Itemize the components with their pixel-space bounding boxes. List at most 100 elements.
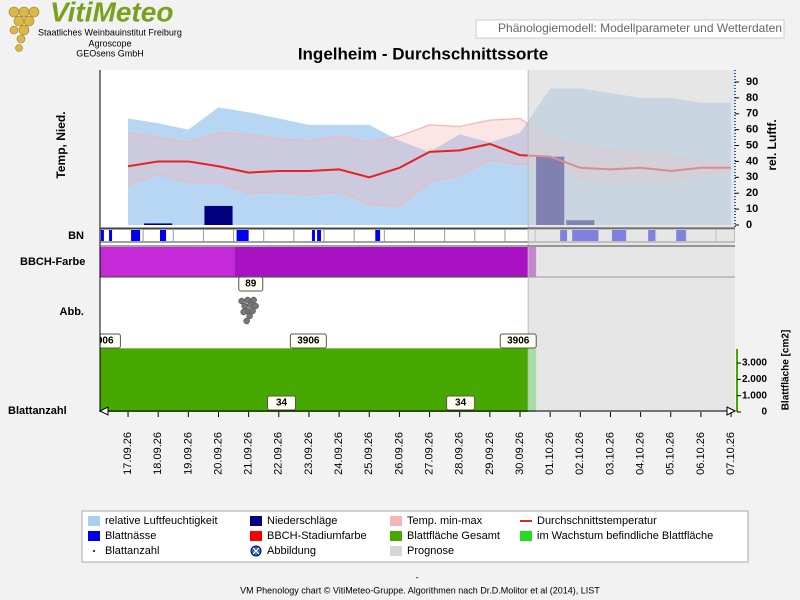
- y2-tick-label: 40: [746, 155, 758, 167]
- leaf-area-label-box: [100, 333, 121, 349]
- y3-axis-label: Blattfläche [cm2]: [781, 330, 792, 411]
- model-box: [475, 19, 785, 39]
- row-label: Blattanzahl: [8, 405, 67, 417]
- legend-swatch: [252, 547, 260, 555]
- org-line: Agroscope: [88, 38, 131, 48]
- temp-range-band: [128, 118, 732, 206]
- legend-label: Abbildung: [267, 545, 316, 557]
- legend-swatch: [93, 550, 95, 552]
- legend-swatch: [88, 516, 100, 526]
- x-tick-label: 17.09.26: [122, 432, 134, 475]
- legend-label: Prognose: [407, 545, 454, 557]
- leaf-area-label: 3906: [91, 336, 114, 347]
- leaf-count-label: 34: [455, 398, 467, 409]
- y-axis-label: Temp, Nied.: [54, 111, 68, 178]
- leaf-wetness-block: [131, 230, 141, 241]
- x-tick-label: 24.09.26: [333, 432, 345, 475]
- x-tick-label: 04.10.26: [635, 432, 647, 475]
- leaf-wetness-block: [100, 230, 104, 241]
- y3-tick-label: 3.000: [742, 358, 767, 369]
- legend-items: relative Luftfeuchtigkeit Niederschläge Te…: [88, 515, 713, 557]
- leaf-area-label: 3906: [507, 336, 530, 347]
- plot: 89 3906 3906 3906 34 34: [91, 70, 735, 412]
- x-tick-label: 01.10.26: [544, 432, 556, 475]
- leaf-wetness-block: [375, 230, 381, 241]
- chart-title: Ingelheim - Durchschnittssorte: [298, 44, 548, 63]
- leaf-wetness-block: [160, 230, 167, 241]
- y2-tick-label: 60: [746, 124, 758, 136]
- legend-label: Durchschnittstemperatur: [537, 515, 657, 527]
- footer-separator: -: [416, 572, 419, 582]
- y3-tick-label: 2.000: [742, 374, 767, 385]
- x-tick-label: 23.09.26: [303, 432, 315, 475]
- legend-label: im Wachstum befindliche Blattfläche: [537, 530, 713, 542]
- legend-label: relative Luftfeuchtigkeit: [105, 515, 218, 527]
- row-label: Abb.: [60, 306, 84, 318]
- legend-swatch: [250, 531, 262, 541]
- bbch-stage-label-box: [238, 276, 264, 292]
- y2-tick-label: 90: [746, 76, 758, 88]
- bbch-stage: [234, 247, 537, 277]
- y2-axis-label: rel. Luftf.: [765, 119, 779, 170]
- legend-label: Blattnässe: [105, 530, 156, 542]
- leaf-wetness-block: [236, 230, 249, 241]
- y3-tick-label: 0: [761, 407, 767, 418]
- grape: [246, 312, 253, 320]
- legend: [81, 510, 749, 563]
- bbch-stage: [100, 247, 235, 277]
- x-tick-label: 28.09.26: [454, 432, 466, 475]
- x-tick-label: 25.09.26: [363, 432, 375, 475]
- x-tick-label: 26.09.26: [393, 432, 405, 475]
- axis-arrow: [98, 406, 109, 416]
- axes: 0 10 20 30 40 50 60 70 80 90 0 1.000 2.000 3.000 Temp,…: [8, 70, 792, 475]
- x-tick-label: 03.10.26: [604, 432, 616, 475]
- y2-tick-label: 10: [746, 203, 758, 215]
- logo-grapes: [8, 6, 40, 52]
- legend-label: Niederschläge: [267, 515, 337, 527]
- legend-swatch: [520, 531, 532, 541]
- leaf-count-label-box: [267, 395, 297, 411]
- x-tick-label: 27.09.26: [423, 432, 435, 475]
- legend-swatch: [250, 516, 262, 526]
- grape: [249, 307, 256, 315]
- x-tick-label: 20.09.26: [212, 432, 224, 475]
- grape: [240, 308, 247, 316]
- y2-tick-label: 30: [746, 171, 758, 183]
- x-tick-label: 21.09.26: [243, 432, 255, 475]
- row-label: BBCH-Farbe: [20, 256, 85, 268]
- forecast-shade: [528, 70, 735, 412]
- model-label: Phänologiemodell: Modellparameter und We…: [498, 21, 782, 35]
- legend-label: Blattfläche Gesamt: [407, 530, 500, 542]
- y2-tick-label: 0: [746, 219, 752, 231]
- leaf-wetness-block: [311, 230, 315, 241]
- legend-label: BBCH-Stadiumfarbe: [267, 530, 367, 542]
- footer: VM Phenology chart © VitiMeteo-Gruppe. A…: [240, 585, 600, 595]
- y2-tick-label: 50: [746, 139, 758, 151]
- leaf-area-label-box: [289, 333, 327, 349]
- row-label: BN: [68, 230, 84, 242]
- grape: [252, 302, 259, 310]
- leaf-area-label: 3906: [297, 336, 320, 347]
- x-tick-label: 19.09.26: [182, 432, 194, 475]
- leaf-area-label-box: [499, 333, 537, 349]
- legend-label: Blattanzahl: [105, 545, 159, 557]
- x-tick-label: 30.09.26: [514, 432, 526, 475]
- x-tick-label: 06.10.26: [695, 432, 707, 475]
- precipitation-bar: [144, 223, 173, 225]
- org-line: GEOsens GmbH: [76, 48, 144, 58]
- x-tick-label: 07.10.26: [725, 432, 737, 475]
- picture-icon: [238, 296, 259, 325]
- y2-tick-label: 80: [746, 92, 758, 104]
- grape: [238, 297, 245, 305]
- x-tick-label: 18.09.26: [152, 432, 164, 475]
- x-tick-label: 29.09.26: [484, 432, 496, 475]
- legend-swatch: [390, 546, 402, 556]
- grape: [250, 296, 257, 304]
- org-line: Staatliches Weinbauinstitut Freiburg: [38, 27, 182, 37]
- logo: VitiMeteo: [50, 0, 173, 27]
- leaf-wetness-block: [109, 230, 113, 241]
- x-tick-label: 05.10.26: [665, 432, 677, 475]
- y2-tick-label: 70: [746, 108, 758, 120]
- leaf-count-label-box: [446, 395, 476, 411]
